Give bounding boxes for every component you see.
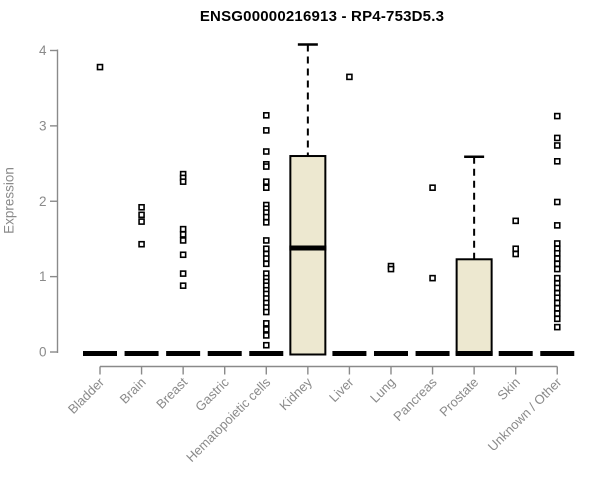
outlier-point — [553, 198, 561, 206]
outlier-point — [262, 163, 270, 170]
outlier-point — [138, 211, 145, 219]
zero-median-bar — [540, 351, 575, 356]
outlier-point — [179, 231, 187, 238]
outlier-point — [553, 222, 561, 229]
x-category-label: Skin — [494, 375, 522, 403]
zero-median-bar — [415, 351, 450, 356]
outlier-point — [262, 184, 270, 191]
outlier-point — [262, 320, 270, 327]
outlier-point — [179, 270, 187, 277]
outlier-point — [262, 260, 270, 268]
outlier-point — [179, 178, 187, 185]
outlier-point — [346, 73, 353, 81]
outlier-point — [96, 63, 104, 71]
outlier-point — [262, 341, 270, 349]
outlier-point — [512, 245, 520, 253]
zero-median-bar — [207, 351, 242, 356]
outlier-point — [553, 240, 561, 247]
outlier-point — [553, 260, 561, 268]
outlier-point — [138, 203, 145, 211]
outlier-point — [179, 282, 187, 289]
outlier-point — [387, 265, 395, 273]
x-category-label: Unknown / Other — [485, 374, 565, 454]
x-category-label: Breast — [153, 374, 190, 411]
outlier-point — [179, 225, 187, 233]
outlier-point — [262, 237, 270, 244]
x-category-label: Gastric — [192, 374, 232, 414]
outlier-point — [262, 255, 270, 262]
outlier-point — [553, 274, 561, 282]
x-category-label: Pancreas — [390, 374, 440, 424]
outlier-point — [138, 218, 145, 225]
outlier-point — [553, 315, 561, 323]
outlier-point — [262, 219, 270, 226]
x-category-label: Liver — [326, 374, 357, 405]
outlier-point — [553, 294, 561, 302]
outlier-point — [553, 255, 561, 262]
outlier-point — [429, 274, 436, 282]
outlier-point — [512, 217, 520, 225]
box — [289, 155, 327, 356]
outlier-point — [429, 184, 436, 191]
outlier-point — [179, 251, 187, 259]
outlier-point — [553, 304, 561, 312]
zero-median-bar — [332, 351, 367, 356]
zero-median-bar — [124, 351, 159, 356]
y-axis-tick-label: 1 — [39, 269, 47, 284]
outlier-point — [262, 308, 270, 316]
outlier-point — [553, 134, 561, 142]
outlier-point — [262, 112, 270, 119]
x-category-label: Bladder — [65, 374, 108, 417]
x-category-label: Prostate — [436, 375, 481, 420]
x-category-label: Brain — [117, 375, 149, 407]
outlier-point — [262, 326, 270, 333]
box — [455, 258, 493, 356]
outlier-point — [262, 213, 270, 221]
outlier-point — [553, 284, 561, 292]
zero-median-bar — [498, 351, 533, 356]
outlier-point — [262, 245, 270, 253]
x-category-label: Lung — [367, 375, 398, 406]
outlier-point — [553, 299, 561, 307]
outlier-point — [179, 237, 187, 244]
x-category-label: Kidney — [276, 374, 315, 413]
outlier-point — [553, 249, 561, 257]
zero-median-bar — [249, 351, 284, 356]
zero-median-bar — [166, 351, 201, 356]
zero-median-bar — [83, 351, 117, 356]
outlier-point — [262, 332, 270, 339]
outlier-point — [553, 265, 561, 273]
outlier-point — [262, 178, 270, 185]
outlier-point — [138, 240, 145, 248]
outlier-point — [553, 323, 561, 331]
y-axis-tick-label: 3 — [39, 118, 47, 133]
y-axis-tick-label: 0 — [39, 345, 47, 360]
outlier-point — [553, 158, 561, 165]
zero-median-bar — [373, 351, 408, 356]
outlier-point — [262, 127, 270, 134]
outlier-point — [553, 142, 561, 149]
chart-title: ENSG00000216913 - RP4-753D5.3 — [199, 8, 445, 25]
outlier-point — [262, 148, 270, 155]
outlier-point — [512, 250, 520, 258]
outlier-point — [553, 310, 561, 317]
outlier-point — [553, 112, 561, 120]
y-axis-tick-label: 2 — [39, 194, 47, 209]
y-axis-tick-label: 4 — [39, 43, 47, 58]
